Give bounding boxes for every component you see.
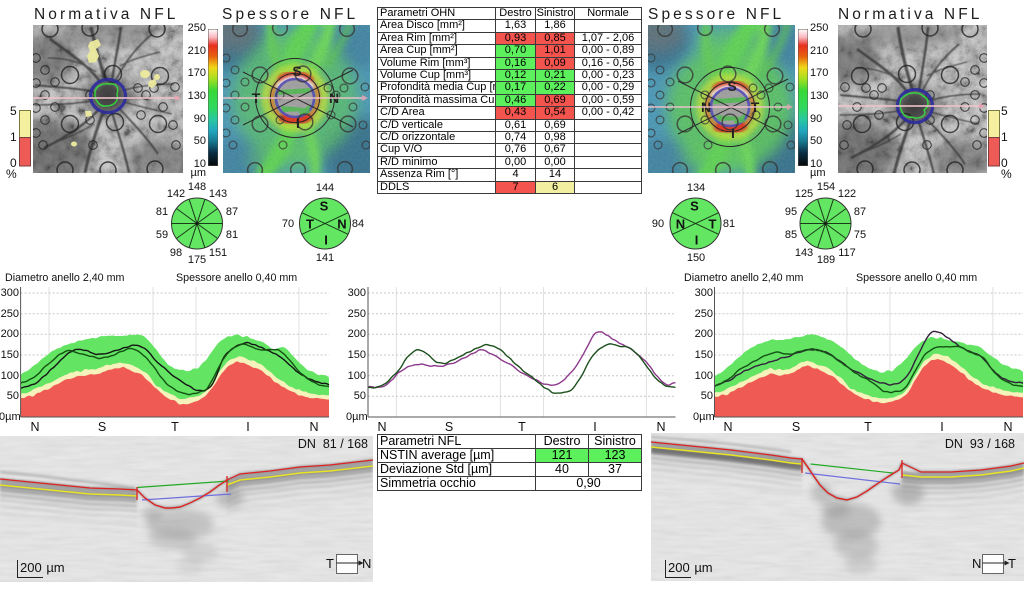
- svg-text:S: S: [320, 199, 329, 214]
- svg-text:T: T: [709, 217, 717, 232]
- svg-text:S: S: [690, 199, 699, 214]
- svg-text:N: N: [676, 217, 685, 232]
- svg-text:I: I: [324, 233, 328, 248]
- svg-text:N: N: [337, 217, 346, 232]
- svg-text:I: I: [695, 233, 699, 248]
- svg-text:T: T: [306, 217, 314, 232]
